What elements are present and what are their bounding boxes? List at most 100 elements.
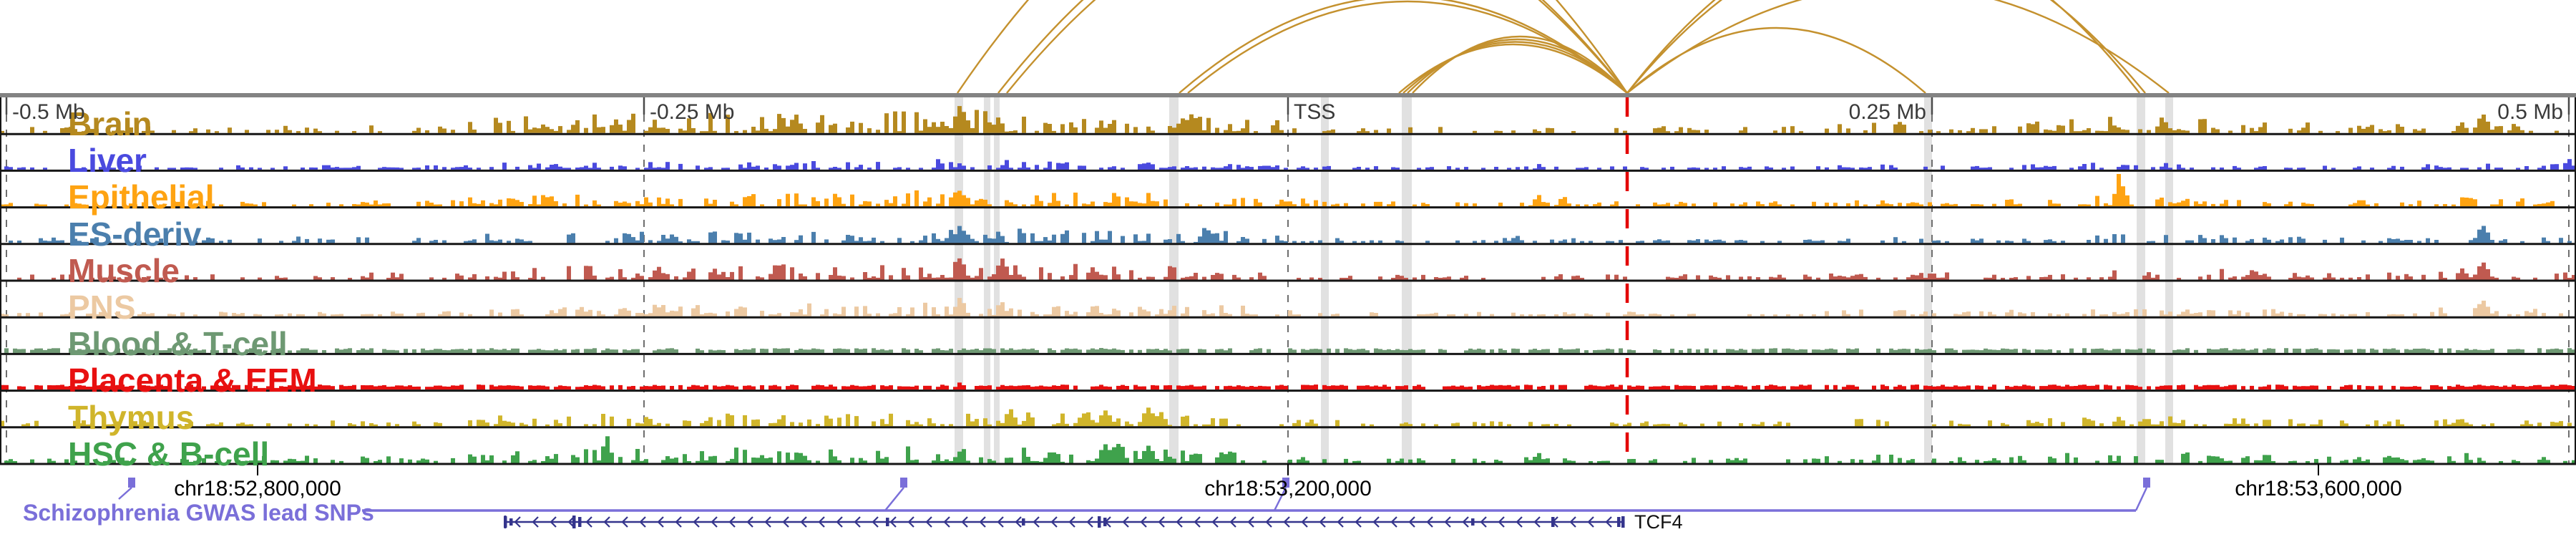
gene-strand-arrow bbox=[675, 516, 682, 528]
gene-strand-arrow bbox=[603, 516, 610, 528]
gene-strand-arrow bbox=[1390, 516, 1397, 528]
track-label-hsc-b-cell: HSC & B-cell bbox=[68, 435, 270, 473]
signal-track-thymus bbox=[0, 407, 2572, 427]
gene-exon bbox=[1621, 516, 1625, 528]
track-label-pns: PNS bbox=[68, 289, 136, 326]
gwas-snp-connector bbox=[1273, 487, 1287, 511]
ruler-mark-0-5-mb: -0.5 Mb bbox=[12, 100, 85, 124]
gene-strand-arrow bbox=[514, 516, 521, 528]
gene-exon bbox=[1471, 518, 1475, 526]
gene-strand-arrow bbox=[1569, 516, 1576, 528]
gene-strand-arrow bbox=[872, 516, 879, 528]
gene-model-tcf4 bbox=[504, 516, 1625, 528]
gene-exon bbox=[1617, 517, 1621, 527]
gene-strand-arrow bbox=[943, 516, 950, 528]
gene-strand-arrow bbox=[1015, 516, 1022, 528]
axis-ticks bbox=[257, 464, 2319, 475]
gene-strand-arrow bbox=[567, 516, 575, 528]
gene-strand-arrow bbox=[1283, 516, 1290, 528]
gene-strand-arrow bbox=[836, 516, 843, 528]
chr-tick-label-chr18-53-600-000: chr18:53,600,000 bbox=[2235, 477, 2402, 500]
gene-exon bbox=[578, 517, 582, 527]
gene-strand-arrow bbox=[550, 516, 557, 528]
gene-strand-arrow bbox=[746, 516, 753, 528]
gene-strand-arrow bbox=[1444, 516, 1451, 528]
gwas-snp-marker bbox=[2143, 478, 2150, 488]
gene-strand-arrow bbox=[1050, 516, 1058, 528]
signal-track-pns bbox=[0, 298, 2563, 316]
gene-strand-arrow bbox=[1337, 516, 1344, 528]
gwas-snp-connector bbox=[2135, 487, 2148, 511]
track-label-es-deriv: ES-deriv bbox=[68, 215, 202, 253]
gene-strand-arrow bbox=[1033, 516, 1040, 528]
gene-strand-arrow bbox=[1158, 516, 1165, 528]
interaction-arc bbox=[1626, 0, 2146, 94]
gene-strand-arrow bbox=[1122, 516, 1129, 528]
ruler-mark-0-5-mb: 0.5 Mb bbox=[2497, 100, 2563, 124]
signal-track-liver bbox=[4, 159, 2576, 170]
gwas-snp-marker bbox=[128, 478, 135, 488]
interaction-arc bbox=[1626, 0, 2170, 94]
interaction-arcs bbox=[957, 0, 2170, 94]
gene-strand-arrow bbox=[728, 516, 736, 528]
interaction-arc bbox=[1398, 43, 1628, 94]
track-label-placenta-eem: Placenta & EEM bbox=[68, 362, 317, 400]
track-label-thymus: Thymus bbox=[68, 398, 195, 436]
gene-exon bbox=[572, 516, 576, 528]
ruler-mark-0-25-mb: -0.25 Mb bbox=[650, 100, 735, 124]
gene-strand-arrow bbox=[1533, 516, 1541, 528]
gene-strand-arrow bbox=[800, 516, 807, 528]
gene-strand-arrow bbox=[818, 516, 825, 528]
interaction-arc bbox=[1407, 38, 1628, 94]
gwas-snp-connector bbox=[118, 487, 132, 500]
gene-strand-arrow bbox=[693, 516, 700, 528]
gene-strand-arrow bbox=[1480, 516, 1487, 528]
gene-strand-arrow bbox=[1319, 516, 1326, 528]
gene-exon bbox=[1098, 516, 1101, 528]
gene-exon bbox=[886, 518, 889, 526]
gene-strand-arrow bbox=[1498, 516, 1505, 528]
signal-track-es-deriv bbox=[9, 226, 2572, 243]
interaction-arc bbox=[1412, 35, 1628, 94]
gene-strand-arrow bbox=[854, 516, 861, 528]
track-label-blood-t-cell: Blood & T-cell bbox=[68, 325, 288, 363]
gene-strand-arrow bbox=[1516, 516, 1523, 528]
gene-strand-arrow bbox=[1068, 516, 1075, 528]
gene-strand-arrow bbox=[925, 516, 932, 528]
gene-strand-arrow bbox=[1247, 516, 1254, 528]
gene-strand-arrow bbox=[621, 516, 628, 528]
track-label-brain: Brain bbox=[68, 105, 152, 142]
signal-track-epithelial bbox=[0, 174, 2555, 207]
gene-strand-arrow bbox=[889, 516, 897, 528]
gene-strand-arrow bbox=[711, 516, 718, 528]
gene-exon bbox=[1022, 518, 1025, 526]
gene-strand-arrow bbox=[1086, 516, 1093, 528]
gene-strand-arrow bbox=[764, 516, 771, 528]
gene-strand-arrow bbox=[657, 516, 664, 528]
gene-strand-arrow bbox=[1211, 516, 1219, 528]
chr-tick-label-chr18-52-800-000: chr18:52,800,000 bbox=[174, 477, 341, 500]
gene-strand-arrow bbox=[1140, 516, 1147, 528]
gene-strand-arrow bbox=[1194, 516, 1201, 528]
gene-strand-arrow bbox=[1587, 516, 1594, 528]
interaction-arc bbox=[957, 0, 1628, 94]
gene-label-tcf4: TCF4 bbox=[1634, 511, 1683, 533]
gene-strand-arrow bbox=[979, 516, 986, 528]
gene-strand-arrow bbox=[1408, 516, 1415, 528]
gwas-snp-marker bbox=[900, 478, 907, 488]
gene-strand-arrow bbox=[1372, 516, 1380, 528]
gene-strand-arrow bbox=[782, 516, 789, 528]
signal-track-muscle bbox=[17, 258, 2576, 280]
track-label-muscle: Muscle bbox=[68, 251, 180, 289]
ruler-border bbox=[0, 93, 2576, 97]
track-label-epithelial: Epithelial bbox=[68, 178, 215, 216]
signal-track-blood-t-cell bbox=[4, 348, 2576, 353]
gene-strand-arrow bbox=[907, 516, 914, 528]
gene-strand-arrow bbox=[1355, 516, 1362, 528]
gene-strand-arrow bbox=[1176, 516, 1183, 528]
gene-strand-arrow bbox=[1265, 516, 1272, 528]
gwas-snp-track bbox=[118, 478, 2150, 512]
interaction-arc bbox=[1187, 0, 1628, 94]
gene-strand-arrow bbox=[1229, 516, 1236, 528]
gene-strand-arrow bbox=[1426, 516, 1433, 528]
